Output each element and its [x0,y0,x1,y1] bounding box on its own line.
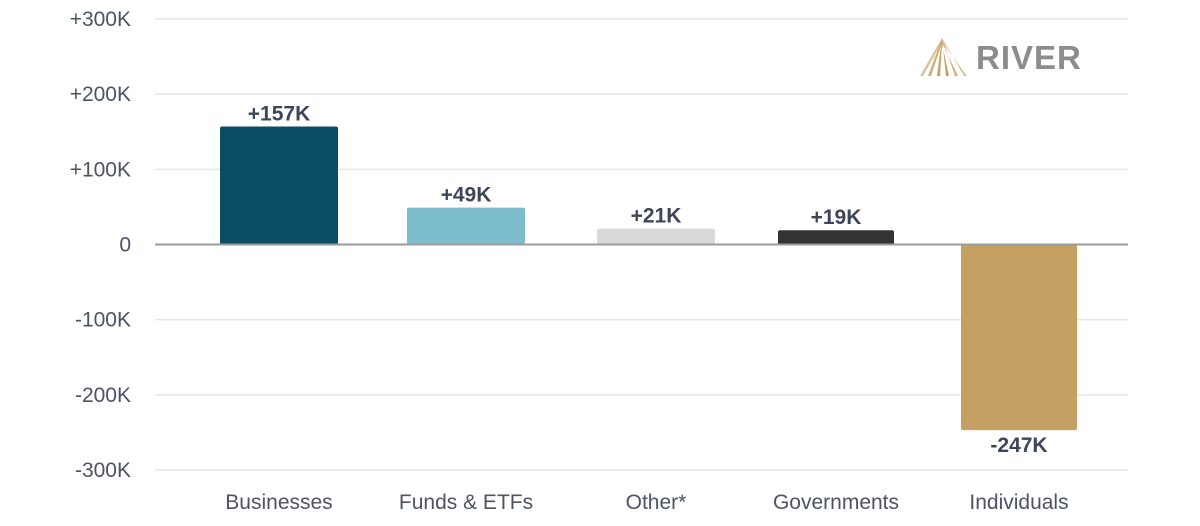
y-tick-label: -100K [75,309,131,332]
river-logo-text: RIVER [976,39,1082,76]
y-tick-label: +100K [70,158,131,181]
data-label: +21K [631,205,682,228]
y-tick-label: -200K [75,384,131,407]
data-label: +157K [248,102,310,125]
category-label: Individuals [969,491,1068,514]
category-label: Funds & ETFs [399,491,533,514]
river-logo-icon [920,38,967,76]
category-label: Businesses [225,491,332,514]
bar-governments [778,230,894,245]
data-labels: +157K +49K +21K +19K -247K [248,102,1048,457]
bar-funds-etfs [407,207,525,245]
data-label: -247K [990,434,1047,457]
data-label: +49K [441,184,492,207]
y-tick-label: -300K [75,459,131,482]
x-axis: Businesses Funds & ETFs Other* Governments I… [225,491,1068,514]
bar-other [597,228,715,245]
y-tick-label: +200K [70,83,131,106]
y-tick-label: 0 [119,234,131,257]
category-label: Other* [626,491,687,514]
y-axis: +300K +200K +100K 0 -100K -200K -300K [70,8,131,482]
y-tick-label: +300K [70,8,131,31]
data-label: +19K [811,206,862,229]
bar-individuals [961,244,1077,431]
category-label: Governments [773,491,899,514]
bar-businesses [220,126,338,245]
river-logo: RIVER [920,38,1082,76]
bars [220,126,1077,431]
